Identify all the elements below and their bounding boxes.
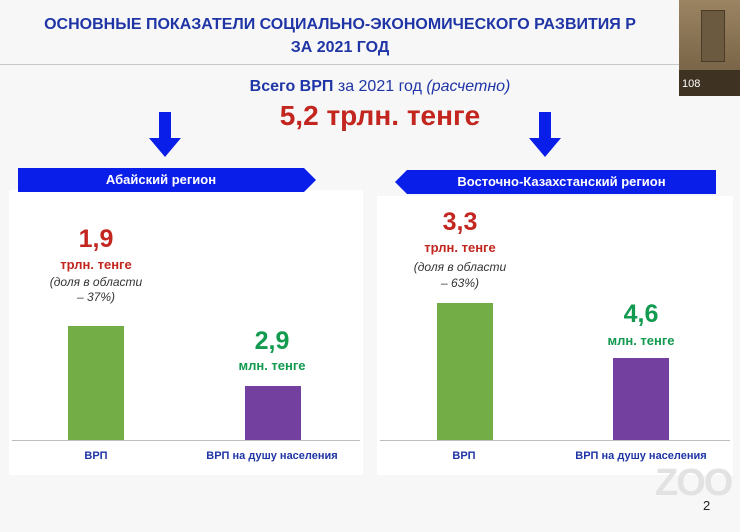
total-grp-label: Всего ВРП за 2021 год (расчетно) xyxy=(150,78,610,96)
down-arrow-icon xyxy=(149,112,181,157)
abay-grp-unit: трлн. тенге xyxy=(60,257,132,272)
east-kz-share-line2: – 63%) xyxy=(440,276,480,290)
abay-per-capita-unit: млн. тенге xyxy=(238,358,306,373)
east-kz-chart-baseline xyxy=(380,440,730,441)
title-divider xyxy=(0,64,680,65)
page-number: 2 xyxy=(703,498,711,513)
abay-chart-baseline xyxy=(12,440,360,441)
participant-number: 108 xyxy=(682,78,701,90)
east-kazakhstan-region-banner xyxy=(395,170,716,194)
east-kazakhstan-region-panel xyxy=(377,196,733,475)
total-label-italic: (расчетно) xyxy=(426,78,511,95)
video-floor xyxy=(679,70,740,96)
zoom-watermark: ZOO xyxy=(655,462,733,504)
abay-share-line1: (доля в области xyxy=(49,275,143,289)
abay-grp-value: 1,9 xyxy=(78,225,114,253)
total-grp-value: 5,2 трлн. тенге xyxy=(279,100,481,131)
east-kz-grp-unit: трлн. тенге xyxy=(424,240,496,255)
total-label-bold: Всего ВРП xyxy=(249,78,334,95)
east-kz-x-label-grp: ВРП xyxy=(452,450,476,462)
east-kz-grp-bar xyxy=(437,303,493,440)
east-kazakhstan-region-title: Восточно-Казахстанский регион xyxy=(457,174,666,189)
abay-x-label-per-capita: ВРП на душу населения xyxy=(206,450,338,462)
abay-region-banner xyxy=(18,168,316,192)
east-kz-share-line1: (доля в области xyxy=(413,260,507,274)
abay-per-capita-value: 2,9 xyxy=(254,327,290,355)
east-kz-per-capita-bar xyxy=(613,358,669,440)
abay-grp-bar xyxy=(68,326,124,440)
participant-video-thumbnail[interactable]: 108 xyxy=(679,0,740,96)
total-label-rest: за 2021 год xyxy=(333,78,427,95)
east-kz-per-capita-unit: млн. тенге xyxy=(607,333,675,348)
down-arrow-icon xyxy=(529,112,561,157)
abay-share-line2: – 37%) xyxy=(76,290,116,304)
east-kz-x-label-per-capita: ВРП на душу населения xyxy=(575,450,707,462)
slide-title-line1: ОСНОВНЫЕ ПОКАЗАТЕЛИ СОЦИАЛЬНО-ЭКОНОМИЧЕС… xyxy=(44,16,636,33)
slide-title-line2: ЗА 2021 ГОД xyxy=(290,39,390,56)
abay-per-capita-bar xyxy=(245,386,301,440)
east-kz-per-capita-value: 4,6 xyxy=(623,300,659,328)
abay-region-title: Абайский регион xyxy=(105,172,217,187)
east-kz-grp-value: 3,3 xyxy=(442,208,478,236)
video-door xyxy=(701,10,725,62)
abay-x-label-grp: ВРП xyxy=(84,450,108,462)
